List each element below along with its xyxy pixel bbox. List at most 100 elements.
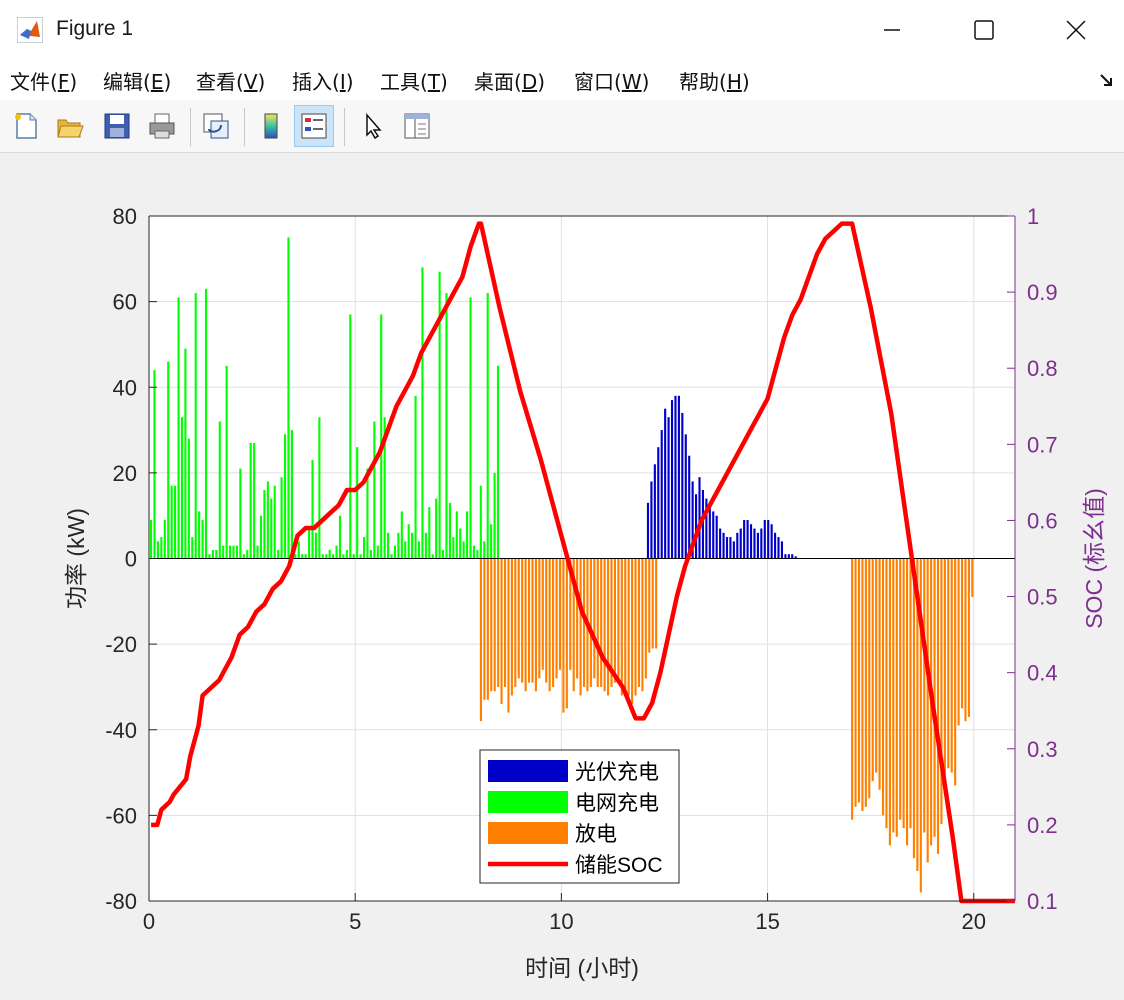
bar-pv bbox=[677, 395, 680, 559]
bar-discharge bbox=[926, 558, 929, 863]
x-tick-label: 15 bbox=[755, 909, 779, 934]
bar-grid bbox=[383, 417, 386, 559]
maximize-button[interactable] bbox=[938, 0, 1030, 60]
bar-grid bbox=[242, 554, 245, 559]
bar-grid bbox=[167, 361, 170, 559]
bar-discharge bbox=[888, 558, 891, 846]
bar-discharge bbox=[538, 558, 541, 679]
legend-swatch bbox=[488, 822, 568, 844]
menu-desktop[interactable]: 桌面(D) bbox=[474, 70, 546, 94]
bar-discharge bbox=[514, 558, 517, 687]
bar-pv bbox=[763, 519, 766, 559]
bar-grid bbox=[318, 417, 321, 559]
bar-discharge bbox=[936, 558, 940, 854]
menu-help[interactable]: 帮助(H) bbox=[679, 70, 750, 94]
bar-discharge bbox=[923, 558, 926, 833]
bar-grid bbox=[414, 395, 417, 559]
colorbar-icon bbox=[264, 113, 278, 139]
bar-discharge bbox=[582, 558, 586, 687]
close-button[interactable] bbox=[1030, 0, 1122, 60]
bar-discharge bbox=[565, 558, 568, 709]
menu-file[interactable]: 文件(F) bbox=[10, 70, 78, 94]
bar-grid bbox=[325, 554, 328, 559]
bar-pv bbox=[681, 412, 684, 559]
bar-grid bbox=[194, 293, 197, 559]
bar-discharge bbox=[960, 558, 964, 709]
bar-grid bbox=[177, 297, 180, 559]
dock-arrow-icon[interactable] bbox=[1098, 72, 1114, 88]
bar-grid bbox=[321, 554, 324, 559]
title-bar: Figure 1 bbox=[0, 0, 1124, 61]
bar-discharge bbox=[593, 558, 596, 679]
bar-grid bbox=[266, 481, 269, 559]
open-file-button[interactable] bbox=[50, 105, 90, 147]
bar-grid bbox=[301, 554, 304, 559]
bar-grid bbox=[356, 447, 359, 559]
link-plot-button[interactable] bbox=[196, 105, 236, 147]
bar-discharge bbox=[631, 558, 634, 705]
menu-window[interactable]: 窗口(W) bbox=[574, 70, 650, 94]
colorbar-button[interactable] bbox=[251, 105, 291, 147]
bar-discharge bbox=[607, 558, 610, 696]
bar-discharge bbox=[909, 558, 912, 829]
y-right-tick-label: 0.6 bbox=[1027, 508, 1058, 533]
new-figure-button[interactable] bbox=[6, 105, 46, 147]
legend-swatch bbox=[488, 760, 568, 782]
bar-discharge bbox=[576, 558, 579, 679]
pointer-icon bbox=[366, 112, 382, 140]
bar-grid bbox=[366, 468, 369, 559]
bar-pv bbox=[770, 524, 773, 559]
bar-grid bbox=[349, 314, 352, 559]
bar-grid bbox=[466, 511, 469, 559]
bar-discharge bbox=[881, 558, 885, 816]
bar-discharge bbox=[851, 558, 854, 820]
bar-discharge bbox=[555, 558, 558, 679]
y-tick-label: -60 bbox=[105, 803, 137, 828]
bar-discharge bbox=[534, 558, 537, 692]
bar-grid bbox=[438, 271, 441, 559]
legend-swatch bbox=[488, 791, 568, 813]
bar-discharge bbox=[545, 558, 548, 683]
bar-grid bbox=[373, 421, 376, 559]
bar-grid bbox=[314, 532, 318, 559]
bar-grid bbox=[273, 485, 276, 559]
bar-discharge bbox=[919, 558, 922, 893]
property-inspector-button[interactable] bbox=[397, 105, 437, 147]
bar-grid bbox=[259, 515, 263, 559]
property-inspector-icon bbox=[404, 113, 430, 139]
y-tick-label: -80 bbox=[105, 889, 137, 914]
save-button[interactable] bbox=[97, 105, 137, 147]
menu-edit[interactable]: 编辑(E) bbox=[103, 70, 172, 94]
bar-pv bbox=[667, 417, 670, 559]
bar-discharge bbox=[507, 558, 510, 713]
menu-tools[interactable]: 工具(T) bbox=[380, 70, 448, 94]
print-button[interactable] bbox=[142, 105, 182, 147]
y-tick-label: 60 bbox=[113, 290, 137, 315]
bar-grid bbox=[211, 549, 214, 559]
bar-grid bbox=[297, 541, 300, 559]
legend-label: 电网充电 bbox=[575, 792, 659, 815]
y-tick-label: 20 bbox=[113, 461, 137, 486]
minimize-button[interactable] bbox=[846, 0, 938, 60]
bar-discharge bbox=[541, 558, 544, 670]
bar-pv bbox=[767, 519, 770, 559]
bar-grid bbox=[160, 537, 163, 559]
menu-view[interactable]: 查看(V) bbox=[196, 70, 266, 94]
menu-insert[interactable]: 插入(I) bbox=[292, 70, 354, 94]
bar-discharge bbox=[634, 558, 637, 696]
bar-discharge bbox=[624, 558, 627, 692]
bar-grid bbox=[163, 519, 166, 559]
bar-grid bbox=[390, 554, 393, 559]
bar-discharge bbox=[613, 558, 617, 683]
bar-pv bbox=[719, 528, 722, 559]
bar-pv bbox=[688, 455, 691, 559]
bar-discharge bbox=[854, 558, 857, 807]
y-right-tick-label: 0.3 bbox=[1027, 737, 1058, 762]
legend-button[interactable] bbox=[294, 105, 334, 147]
bar-grid bbox=[225, 365, 228, 559]
bar-grid bbox=[404, 541, 407, 559]
bar-discharge bbox=[899, 558, 902, 820]
bar-discharge bbox=[933, 558, 936, 837]
bar-discharge bbox=[490, 558, 493, 692]
pointer-button[interactable] bbox=[353, 105, 393, 147]
